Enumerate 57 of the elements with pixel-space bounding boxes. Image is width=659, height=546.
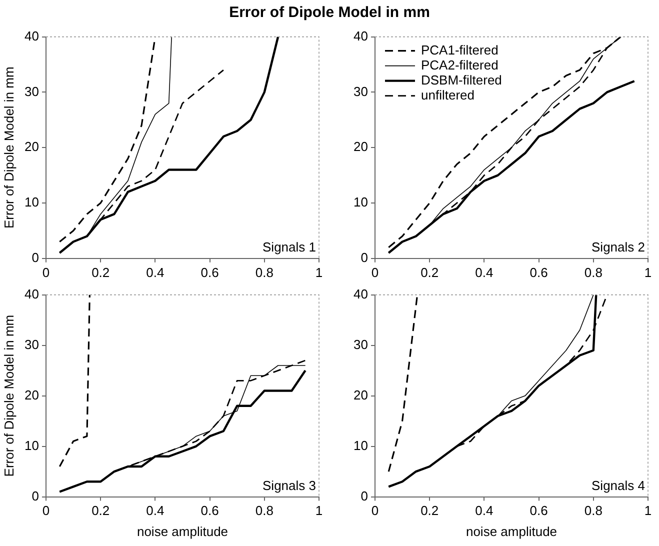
annotation: Signals 4 [592,478,645,493]
annotation: Signals 3 [262,478,316,493]
y-tick-label: 10 [24,438,39,453]
annotation: Signals 1 [262,239,316,254]
x-tick-label: 0.6 [530,264,548,280]
x-tick-label: 0.8 [584,264,602,280]
x-tick-label: 0.8 [255,264,274,280]
y-tick-label: 40 [24,28,39,44]
y-tick-label: 0 [360,250,368,265]
y-tick-label: 0 [32,488,39,504]
x-tick-label: 0.4 [146,264,164,280]
y-tick-label: 20 [24,387,39,402]
x-tick-label: 1 [315,503,323,518]
x-axis-title: noise amplitude [136,524,228,539]
y-tick-label: 10 [354,438,368,453]
y-axis-title: Error of Dipole Model in mm [1,314,16,477]
x-tick-label: 0.6 [530,503,548,518]
y-tick-label: 30 [354,84,368,99]
y-tick-label: 0 [32,250,39,265]
y-axis-title: Error of Dipole Model in mm [1,66,16,229]
y-tick-label: 30 [24,336,39,352]
y-tick-label: 10 [354,194,368,210]
y-tick-label: 30 [24,84,39,99]
y-tick-label: 30 [354,336,368,352]
x-tick-label: 0.6 [200,503,219,518]
x-tick-label: 0.4 [146,503,164,518]
x-tick-label: 0 [42,264,50,280]
x-tick-label: 0.8 [584,503,602,518]
legend-label: DSBM-filtered [421,72,502,88]
y-tick-label: 0 [360,488,368,504]
x-tick-label: 1 [315,264,323,280]
x-tick-label: 0.2 [420,264,439,280]
legend-label: unfiltered [421,87,474,102]
y-tick-label: 40 [354,286,368,302]
x-tick-label: 1 [644,264,652,280]
x-tick-label: 0.2 [420,503,439,518]
x-tick-label: 0.2 [92,264,110,280]
x-tick-label: 0.2 [92,503,110,518]
x-tick-label: 0.6 [200,264,219,280]
y-tick-label: 20 [354,139,368,154]
x-tick-label: 0.8 [255,503,274,518]
x-tick-label: 0.4 [475,264,494,280]
y-tick-label: 20 [24,139,39,154]
legend-label: PCA1-filtered [421,42,498,58]
x-tick-label: 0 [371,503,379,518]
y-tick-label: 20 [354,387,368,402]
x-tick-label: 0 [42,503,50,518]
x-tick-label: 1 [644,503,652,518]
y-tick-label: 40 [24,286,39,302]
y-tick-label: 10 [24,194,39,210]
x-tick-label: 0.4 [475,503,494,518]
annotation: Signals 2 [592,239,645,254]
legend-label: PCA2-filtered [421,57,498,72]
x-axis-title: noise amplitude [466,524,558,539]
y-tick-label: 40 [354,28,368,44]
chart-title: Error of Dipole Model in mm [228,3,431,23]
x-tick-label: 0 [371,264,379,280]
